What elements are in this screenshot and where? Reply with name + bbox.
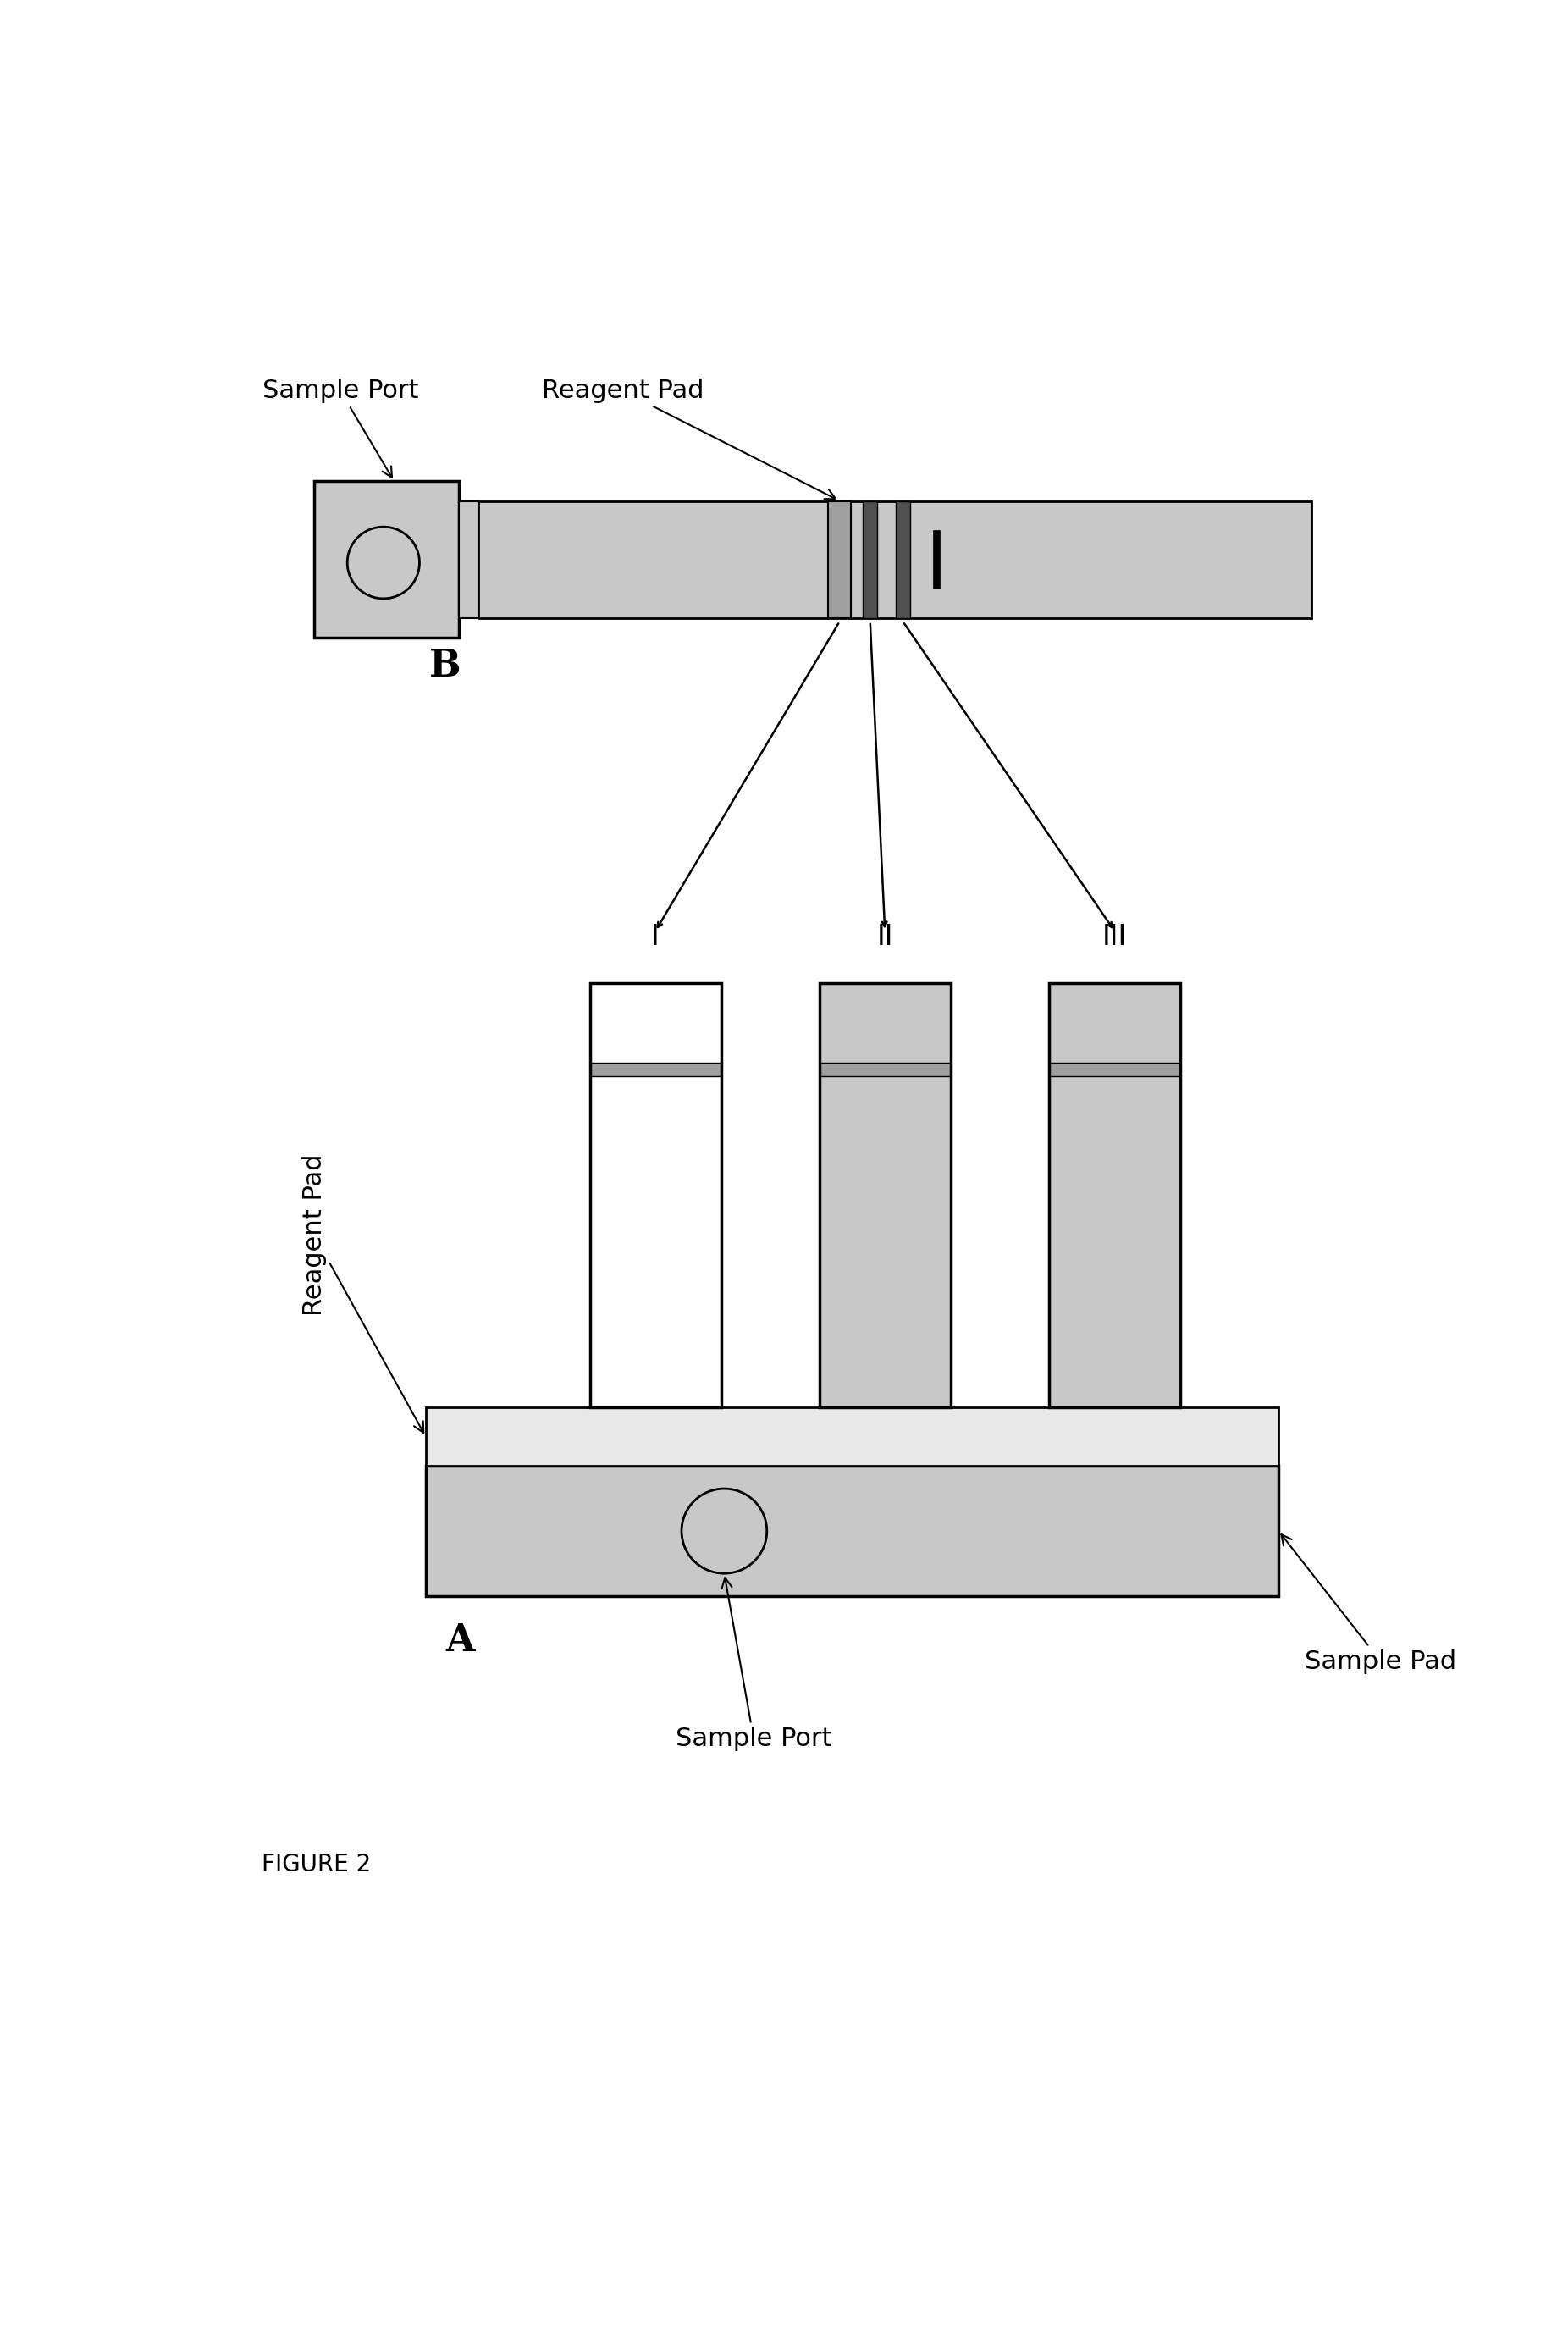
Text: Sample Port: Sample Port [676,1577,833,1750]
Bar [425,1467,1278,1596]
Text: Reagent Pad: Reagent Pad [541,380,836,499]
Bar [314,480,458,637]
Bar [590,984,721,1061]
Bar [590,1061,721,1078]
Text: Sample Port: Sample Port [262,380,419,478]
Bar [820,1078,950,1408]
Bar [590,1078,721,1408]
Bar [590,984,721,1408]
Bar [933,530,939,588]
Bar [828,501,851,619]
Text: I: I [651,923,660,951]
Bar [820,1061,950,1078]
Text: A: A [445,1621,475,1659]
Bar [1049,1078,1181,1408]
Bar [820,984,950,1408]
Bar [1049,984,1181,1408]
Text: Sample Pad: Sample Pad [1281,1535,1457,1673]
Bar [1049,984,1181,1061]
Text: FIGURE 2: FIGURE 2 [262,1853,372,1877]
Bar [862,501,878,619]
Text: II: II [877,923,894,951]
Bar [478,501,1311,619]
Bar [895,501,909,619]
Text: B: B [430,647,461,684]
Bar [458,501,478,619]
Bar [1049,1061,1181,1078]
Bar [820,984,950,1061]
Text: III: III [1102,923,1127,951]
Bar [425,1408,1278,1467]
Text: Reagent Pad: Reagent Pad [301,1153,423,1432]
